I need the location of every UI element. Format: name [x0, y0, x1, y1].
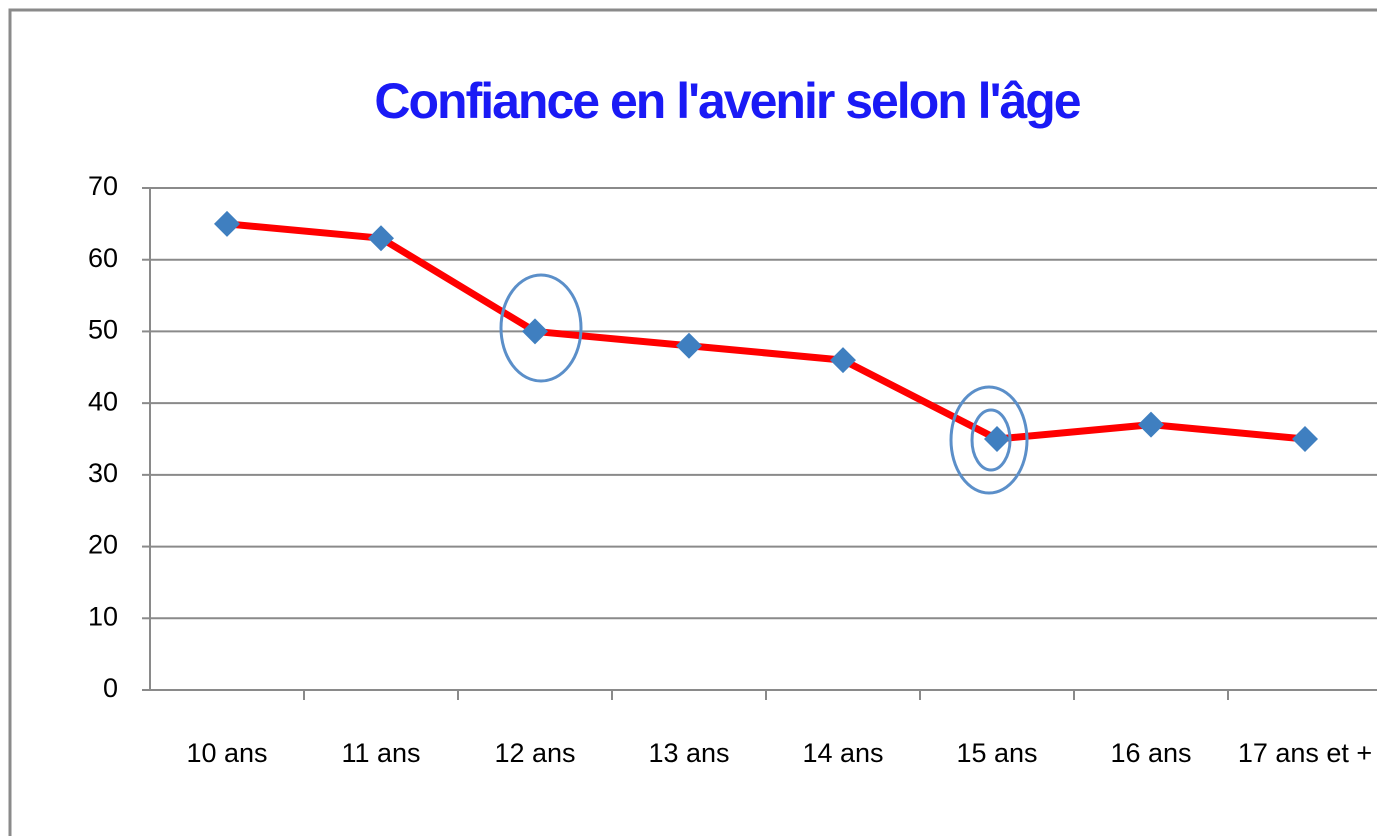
marker	[214, 210, 240, 237]
y-tick-label: 50	[88, 315, 118, 345]
x-tick-label: 15 ans	[956, 738, 1038, 768]
chart-frame	[8, 8, 1377, 836]
marker	[984, 426, 1010, 452]
x-tick-label: 13 ans	[648, 738, 730, 768]
chart-title: Confiance en l'avenir selon l'âge	[374, 73, 1080, 129]
marker	[522, 318, 548, 345]
highlight-circle	[499, 273, 583, 383]
y-tick-label: 60	[88, 243, 118, 273]
x-tick-label: 12 ans	[494, 738, 576, 768]
x-tick-label: 14 ans	[802, 738, 884, 768]
y-tick-label: 20	[88, 530, 118, 560]
marker	[368, 225, 394, 252]
marker	[1138, 411, 1164, 438]
line-series	[226, 220, 1306, 443]
x-tick-label: 10 ans	[186, 738, 268, 768]
x-tick-label: 16 ans	[1110, 738, 1192, 768]
marker	[1292, 426, 1318, 452]
y-tick-label: 10	[88, 601, 118, 631]
highlight-circle	[949, 385, 1029, 495]
marker	[676, 332, 702, 359]
x-tick-label: 17 ans et +	[1237, 738, 1373, 768]
y-tick-label: 30	[88, 458, 118, 488]
y-tick-label: 40	[88, 386, 118, 416]
marker	[830, 347, 856, 374]
y-tick-label: 70	[88, 171, 118, 201]
x-tick-label: 11 ans	[341, 738, 421, 768]
y-tick-label: 0	[103, 673, 118, 703]
highlight-circle	[970, 408, 1012, 472]
